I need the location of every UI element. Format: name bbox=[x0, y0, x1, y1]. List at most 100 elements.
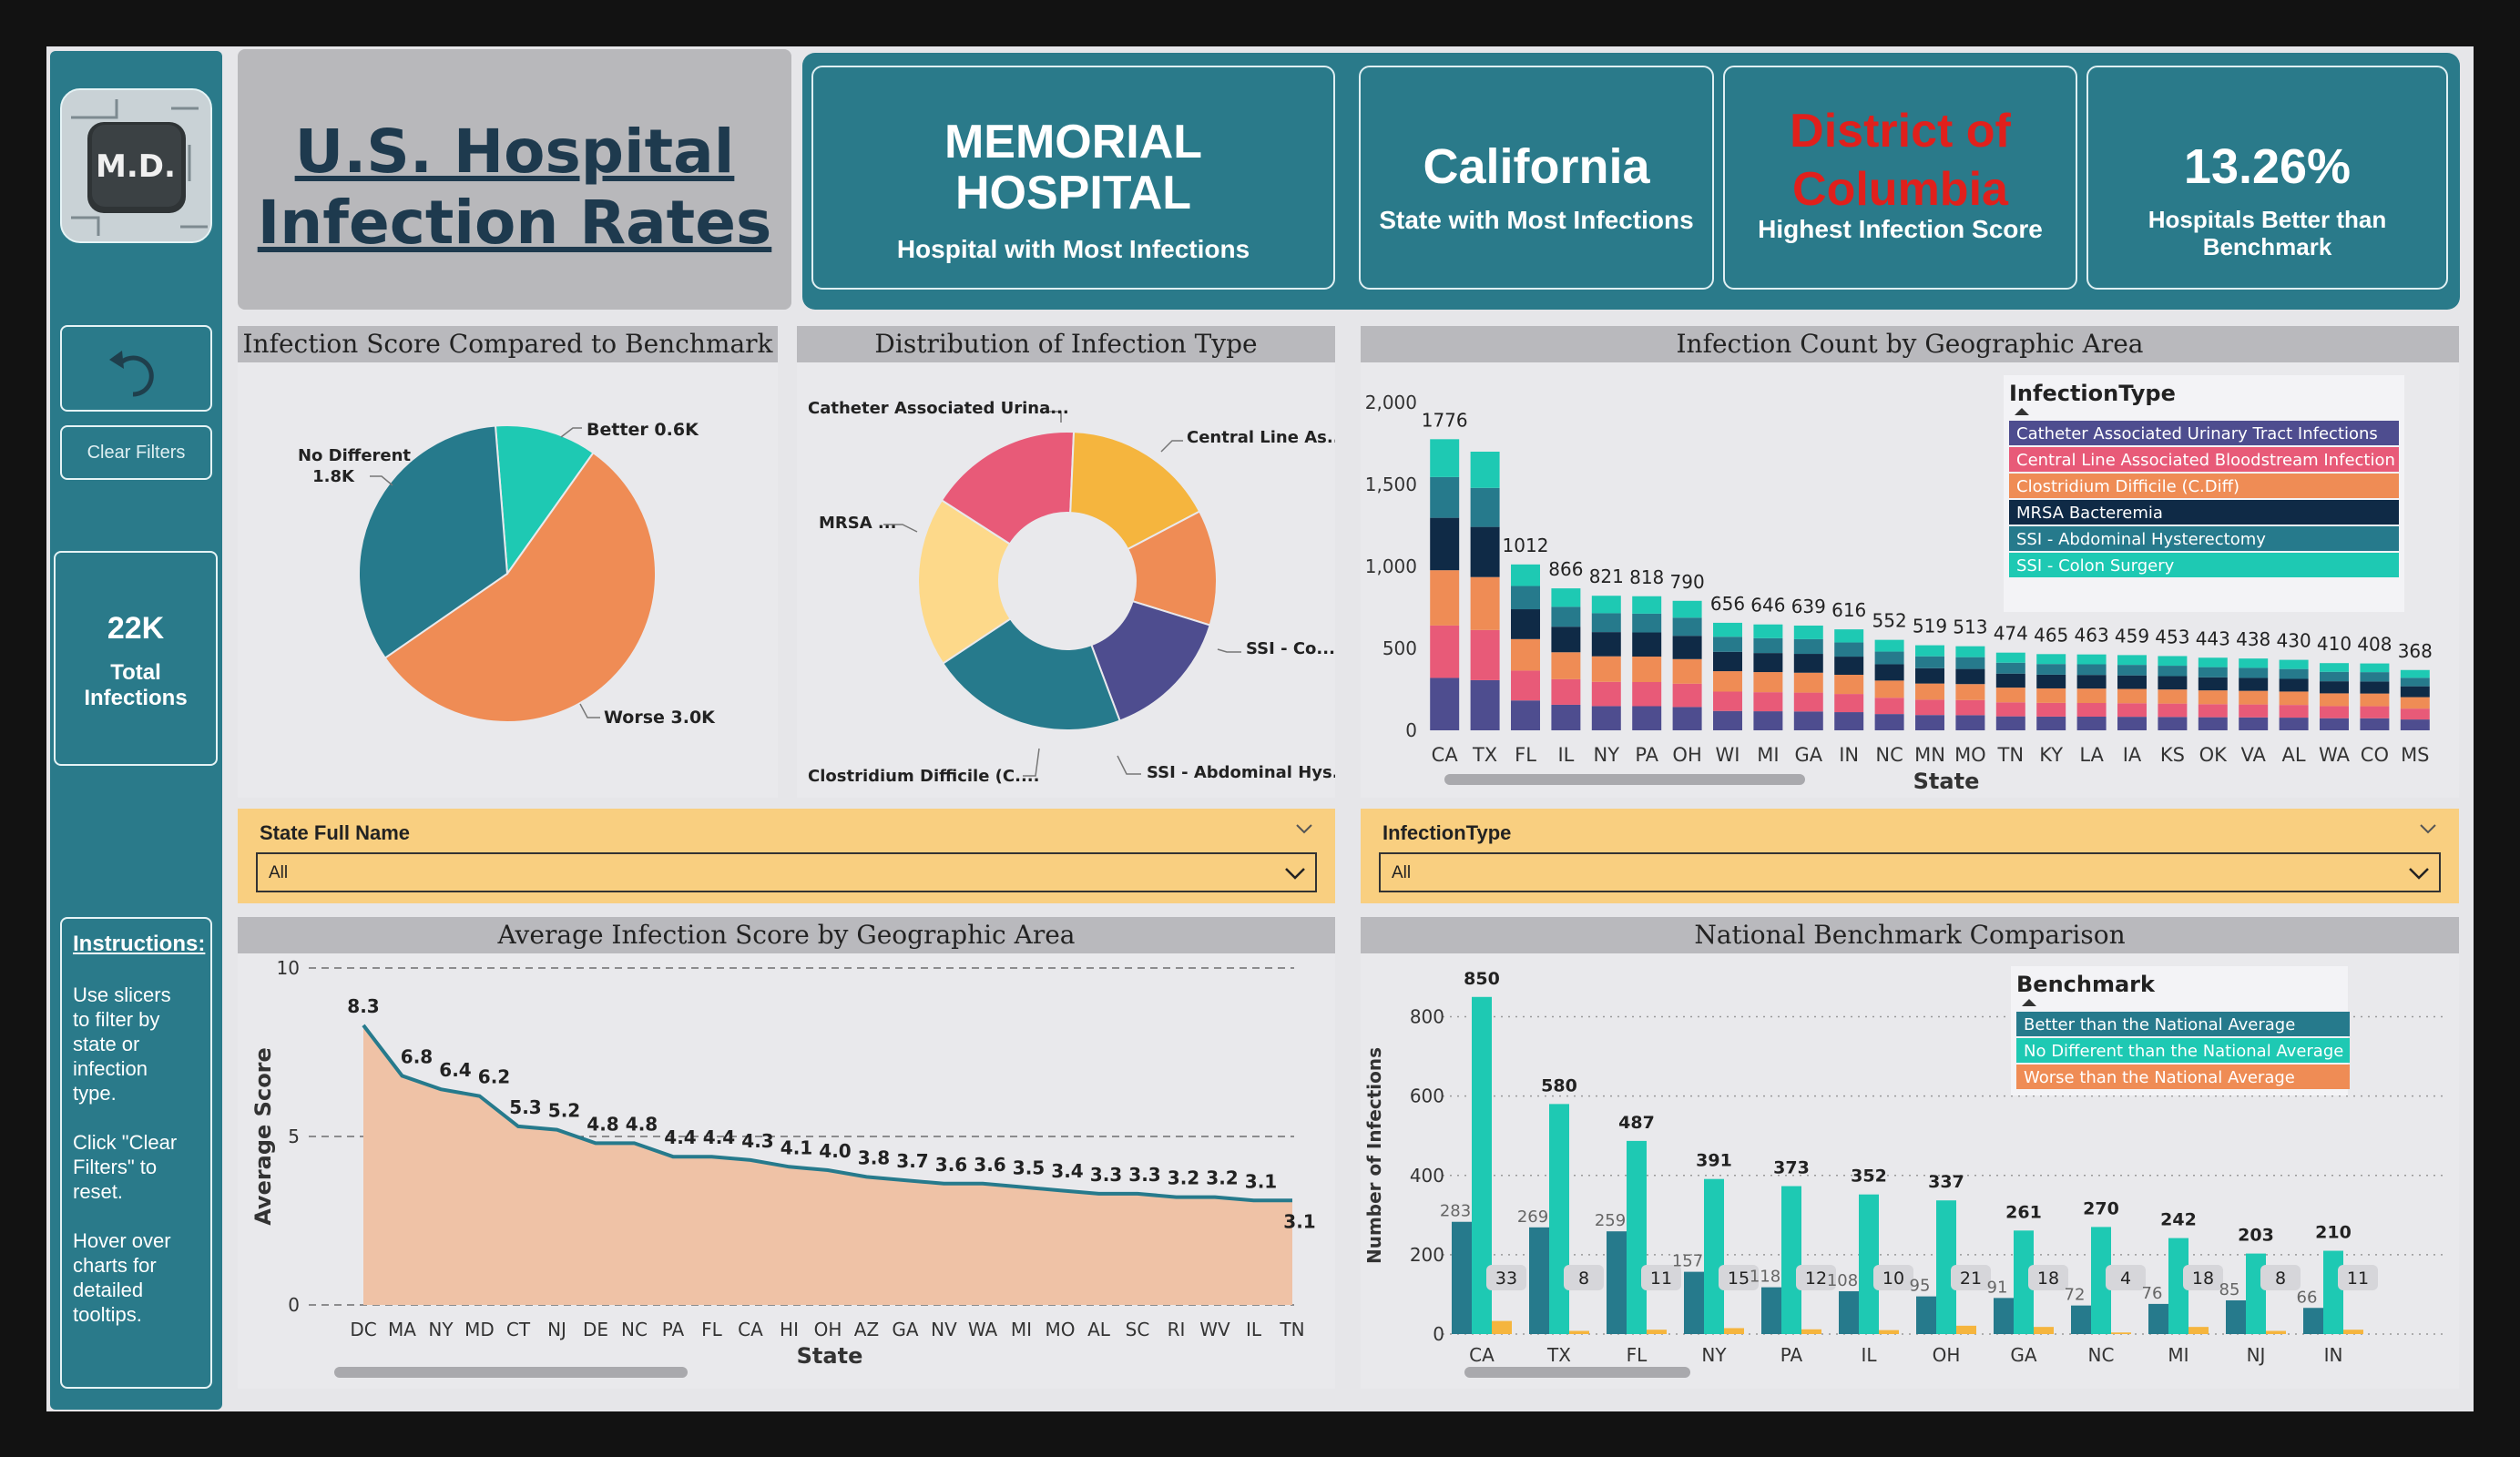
donut-slice bbox=[1069, 431, 1201, 551]
back-button[interactable] bbox=[60, 325, 212, 412]
y-tick-label: 0 bbox=[1405, 719, 1417, 741]
pie-label-better: Better 0.6K bbox=[587, 420, 699, 440]
bar-total-label: 1012 bbox=[1503, 535, 1549, 556]
pie-title: Infection Score Compared to Benchmark bbox=[238, 326, 778, 362]
stacked-bar-segment bbox=[2239, 704, 2269, 718]
benchmark-bar bbox=[1936, 1200, 1956, 1334]
y-tick-label: 10 bbox=[277, 957, 300, 979]
benchmark-label: 283 bbox=[1440, 1202, 1471, 1221]
kpi-benchmark-card: 13.26% Hospitals Better than Benchmark bbox=[2086, 66, 2448, 290]
x-tick-label: NV bbox=[931, 1319, 957, 1340]
stacked-bar-segment bbox=[1834, 629, 1864, 643]
area-chart[interactable]: 0 5 10 8.3 DC 6.8 MA 6.4 NY 6.2 MD 5.3 CT 5.2 NJ 4.8 DE 4… bbox=[238, 953, 1335, 1389]
x-tick-label: FL bbox=[1515, 744, 1536, 766]
chevron-down-icon[interactable] bbox=[2419, 823, 2437, 834]
stacked-bar-segment bbox=[1915, 699, 1944, 716]
stacked-bar-segment bbox=[2036, 654, 2066, 665]
stacked-bar-segment bbox=[1470, 487, 1500, 527]
stacked-bar-segment bbox=[1430, 476, 1460, 518]
data-label: 5.2 bbox=[548, 1100, 580, 1122]
stacked-bar-segment bbox=[1753, 711, 1783, 730]
data-label: 4.1 bbox=[780, 1136, 812, 1158]
stacked-bar-segment bbox=[2076, 654, 2107, 665]
benchmark-label: 15 bbox=[1728, 1269, 1750, 1289]
state-slicer-dropdown[interactable]: All bbox=[256, 852, 1317, 892]
stacked-bar-segment bbox=[2158, 703, 2188, 718]
benchmark-label-bg bbox=[2260, 1265, 2301, 1290]
pie-label-worse: Worse 3.0K bbox=[604, 708, 716, 728]
infection-type-slicer-dropdown[interactable]: All bbox=[1379, 852, 2441, 892]
instr-line: Hover over bbox=[73, 1229, 171, 1252]
bar-total-label: 453 bbox=[2155, 626, 2189, 647]
y-tick-label: 0 bbox=[1433, 1323, 1444, 1345]
benchmark-bar bbox=[2071, 1305, 2091, 1334]
benchmark-bar-chart[interactable]: 0 200 400 600 800 283 850 33 CA 269 580 8 TX 259 487 11… bbox=[1361, 953, 2459, 1389]
kpi-state-value: California bbox=[1423, 139, 1650, 194]
stacked-bar-segment bbox=[2239, 678, 2269, 691]
benchmark-label-bg bbox=[1564, 1265, 1604, 1290]
benchmark-bar bbox=[2034, 1327, 2054, 1334]
sidebar bbox=[50, 51, 222, 1410]
donut-chart[interactable]: Catheter Associated Urina... Central Line… bbox=[797, 362, 1335, 798]
chevron-down-icon bbox=[2409, 868, 2429, 880]
undo-icon bbox=[109, 351, 154, 397]
x-tick-label: PA bbox=[1635, 744, 1658, 766]
total-infections-card: 22K Total Infections bbox=[54, 551, 218, 766]
stacked-bar-segment bbox=[2198, 690, 2228, 705]
stacked-bar-segment bbox=[1955, 699, 1985, 716]
benchmark-bar bbox=[1859, 1194, 1879, 1334]
x-tick-label: MN bbox=[1914, 744, 1945, 766]
data-label: 4.4 bbox=[703, 1126, 735, 1148]
x-tick-label: MO bbox=[1046, 1319, 1076, 1340]
stacked-bar-segment bbox=[1470, 452, 1500, 488]
x-tick-label: AL bbox=[1087, 1319, 1111, 1340]
stacked-bar-segment bbox=[2320, 706, 2349, 718]
pie-leader-line bbox=[579, 703, 600, 718]
stacked-bar-segment bbox=[1834, 712, 1864, 730]
data-label: 6.8 bbox=[401, 1045, 433, 1067]
benchmark-panel: National Benchmark Comparison 0 200 400 600… bbox=[1361, 917, 2459, 1389]
x-tick-label: AZ bbox=[854, 1319, 879, 1340]
x-tick-label: MD bbox=[464, 1319, 495, 1340]
benchmark-bar bbox=[1492, 1320, 1512, 1334]
stacked-bar-segment bbox=[2239, 690, 2269, 705]
pie-slice-worse bbox=[383, 451, 657, 723]
pie-chart[interactable]: Better 0.6K Worse 3.0K No Different 1.8K bbox=[238, 362, 778, 798]
stacked-bar-segment bbox=[2036, 716, 2066, 730]
benchmark-bar bbox=[1724, 1328, 1744, 1334]
data-label: 8.3 bbox=[347, 995, 379, 1017]
stacked-bar-segment bbox=[1955, 684, 1985, 700]
stacked-bar-segment bbox=[2198, 667, 2228, 678]
benchmark-label: 580 bbox=[1541, 1075, 1577, 1095]
data-label: 3.6 bbox=[974, 1154, 1005, 1176]
clear-filters-button[interactable]: Clear Filters bbox=[60, 425, 212, 480]
legend-swatch bbox=[2009, 447, 2399, 472]
x-tick-label: CO bbox=[2361, 744, 2389, 766]
x-tick-label: SC bbox=[1126, 1319, 1150, 1340]
stacked-bar-segment bbox=[1591, 681, 1621, 707]
donut-label: Clostridium Difficile (C.... bbox=[808, 767, 1039, 786]
benchmark-label: 12 bbox=[1805, 1269, 1827, 1289]
stacked-bar-segment bbox=[2400, 678, 2430, 687]
bar-total-label: 513 bbox=[1953, 616, 1987, 638]
stacked-bar-segment bbox=[2279, 691, 2309, 706]
x-tick-label: IL bbox=[1557, 744, 1574, 766]
benchmark-bar bbox=[1879, 1330, 1899, 1334]
legend-swatch bbox=[2016, 1038, 2350, 1063]
benchmark-bar bbox=[2111, 1332, 2131, 1334]
benchmark-bar bbox=[1472, 996, 1492, 1334]
benchmark-label: 269 bbox=[1517, 1207, 1548, 1227]
instr-line: charts for bbox=[73, 1254, 157, 1277]
benchmark-bar bbox=[1529, 1227, 1549, 1334]
benchmark-label: 108 bbox=[1827, 1271, 1858, 1290]
benchmark-label-bg bbox=[1951, 1265, 1991, 1290]
chevron-down-icon[interactable] bbox=[1295, 823, 1313, 834]
legend-title: Benchmark bbox=[2016, 972, 2156, 997]
benchmark-label-bg bbox=[2183, 1265, 2223, 1290]
x-tick-label: MI bbox=[1011, 1319, 1032, 1340]
data-label: 4.4 bbox=[664, 1126, 696, 1148]
title-card: U.S. Hospital Infection Rates bbox=[238, 49, 791, 310]
stacked-bar-segment bbox=[1874, 680, 1904, 698]
stacked-bar-segment bbox=[1713, 637, 1742, 652]
